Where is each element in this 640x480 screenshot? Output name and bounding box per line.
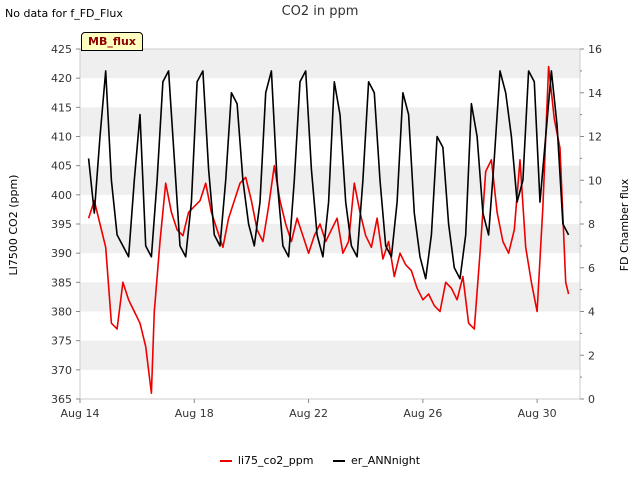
y2-tick-label: 8	[588, 218, 595, 231]
y2-tick-label: 10	[588, 174, 602, 187]
y2-tick-label: 0	[588, 393, 595, 406]
y-tick-label: 405	[51, 160, 72, 173]
y2-tick-label: 16	[588, 43, 602, 56]
background-band	[80, 282, 580, 312]
y-axis-label: LI7500 CO2 (ppm)	[7, 175, 20, 276]
series-lines	[87, 65, 570, 395]
legend-swatch-li75	[219, 460, 232, 462]
series-line-er_ANNnight	[87, 70, 570, 280]
background-band	[80, 107, 580, 137]
background-band	[80, 49, 580, 79]
legend-label-li75: li75_co2_ppm	[237, 454, 314, 467]
legend-swatch-er-ann	[333, 460, 345, 462]
y-tick-label: 370	[51, 364, 72, 377]
y2-tick-label: 12	[588, 131, 602, 144]
y-tick-label: 395	[51, 218, 72, 231]
y-tick-label: 400	[51, 189, 72, 202]
series-line-li75_co2_ppm	[87, 65, 570, 395]
y-tick-label: 415	[51, 101, 72, 114]
x-tick-label: Aug 18	[175, 407, 214, 420]
legend: li75_co2_ppm er_ANNnight	[0, 454, 640, 467]
legend-item-li75: li75_co2_ppm	[219, 454, 314, 467]
y-tick-label: 390	[51, 247, 72, 260]
y2-tick-label: 14	[588, 87, 602, 100]
y-tick-label: 380	[51, 306, 72, 319]
no-data-note: No data for f_FD_Flux	[5, 7, 123, 20]
background-band	[80, 340, 580, 370]
y-tick-label: 375	[51, 335, 72, 348]
y2-tick-label: 6	[588, 262, 595, 275]
y2-tick-label: 2	[588, 349, 595, 362]
y2-axis-label: FD Chamber flux	[618, 178, 631, 271]
chart-title: CO2 in ppm	[281, 4, 359, 19]
y-tick-label: 425	[51, 43, 72, 56]
axes: 3653703753803853903954004054104154204250…	[51, 43, 602, 420]
y-tick-label: 365	[51, 393, 72, 406]
legend-label-er-ann: er_ANNnight	[351, 454, 421, 467]
background-band	[80, 224, 580, 254]
x-tick-label: Aug 22	[289, 407, 328, 420]
mb-flux-badge: MB_flux	[81, 32, 143, 51]
y2-tick-label: 4	[588, 306, 595, 319]
y-tick-label: 420	[51, 72, 72, 85]
legend-item-er-ann: er_ANNnight	[333, 454, 420, 467]
x-tick-label: Aug 14	[61, 407, 100, 420]
x-tick-label: Aug 30	[518, 407, 557, 420]
y-tick-label: 410	[51, 131, 72, 144]
y-tick-label: 385	[51, 276, 72, 289]
x-tick-label: Aug 26	[403, 407, 442, 420]
